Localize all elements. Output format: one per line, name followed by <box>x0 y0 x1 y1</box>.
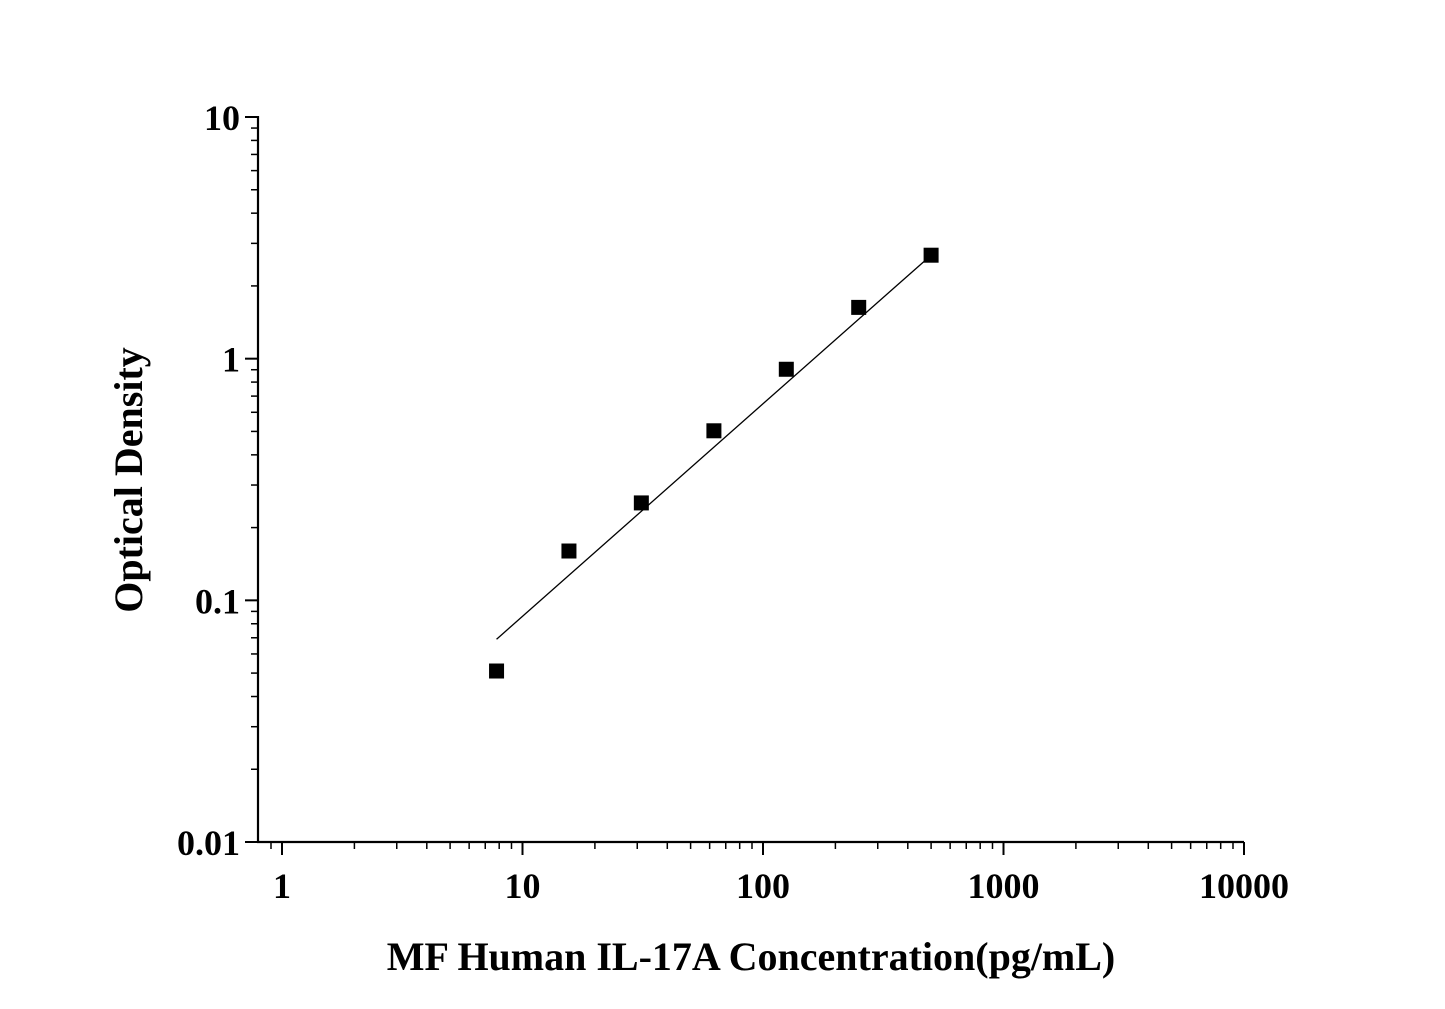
x-tick-label: 10 <box>505 866 541 906</box>
data-points <box>489 247 939 679</box>
axes <box>256 116 1244 844</box>
data-point <box>633 495 649 511</box>
fit-line <box>496 254 932 640</box>
x-tick-label: 100 <box>736 866 790 906</box>
y-tick-label: 0.01 <box>177 823 240 863</box>
y-tick-label: 1 <box>222 340 240 380</box>
x-tick-label: 1000 <box>968 866 1040 906</box>
fit-line-group <box>496 254 932 640</box>
data-point <box>561 543 577 559</box>
data-point <box>489 663 505 679</box>
data-point <box>923 247 939 263</box>
data-point <box>706 423 722 439</box>
x-axis-title: MF Human IL-17A Concentration(pg/mL) <box>387 934 1116 979</box>
y-tick-label: 0.1 <box>195 581 240 621</box>
minor-ticks <box>251 127 1234 849</box>
y-tick-label: 10 <box>204 98 240 138</box>
tick-labels: 1 10 100 1000 10000 0.01 0.1 1 10 <box>177 98 1289 906</box>
x-tick-label: 1 <box>273 866 291 906</box>
data-point <box>851 299 867 315</box>
data-point <box>778 361 794 377</box>
x-tick-label: 10000 <box>1199 866 1289 906</box>
major-ticks <box>245 116 1245 855</box>
y-axis-title: Optical Density <box>106 347 151 613</box>
